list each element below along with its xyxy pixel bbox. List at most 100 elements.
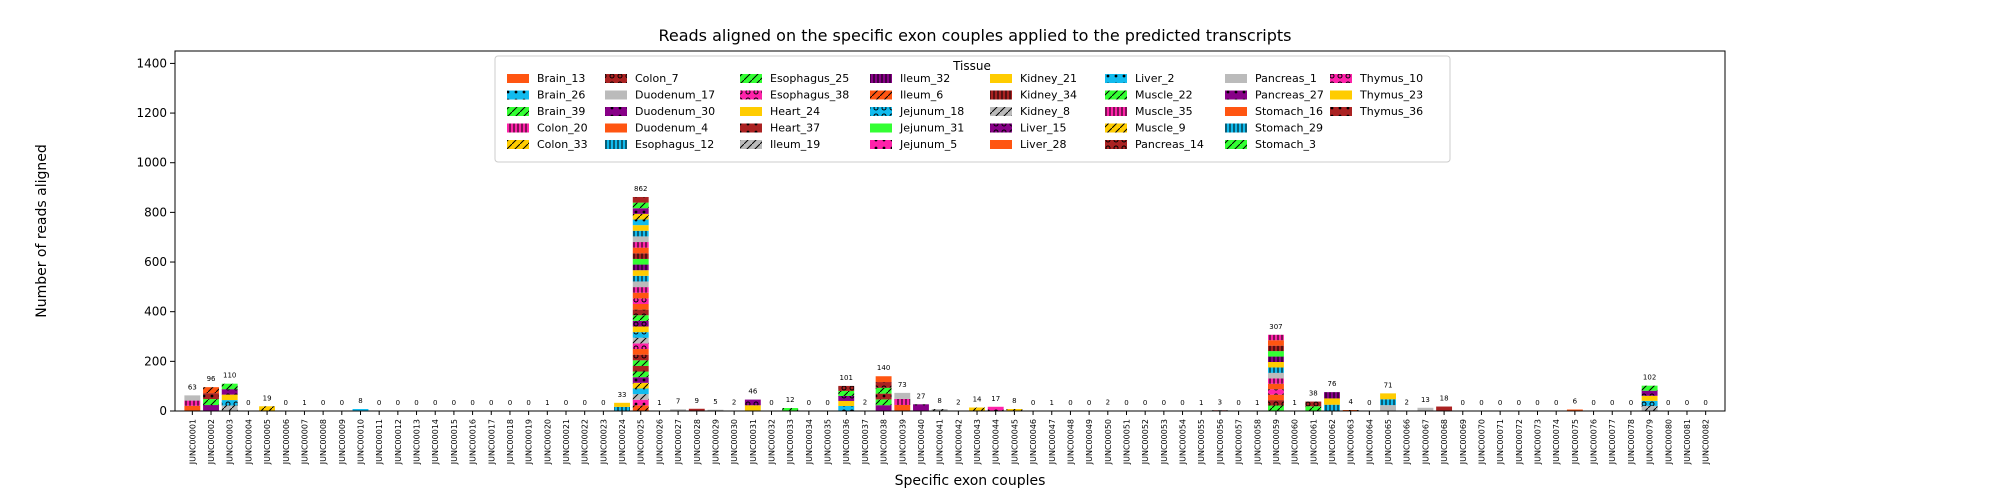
data-label: 0 [1124, 399, 1128, 407]
data-label: 2 [732, 399, 736, 407]
legend-item: Muscle_9 [1105, 122, 1186, 135]
legend-label: Colon_33 [537, 138, 588, 151]
legend-item: Esophagus_38 [740, 89, 849, 102]
bars-group [184, 196, 1658, 412]
legend-item: Brain_13 [507, 72, 585, 85]
legend-swatch [990, 107, 1012, 116]
x-tick-label: JUNC00037 [861, 419, 870, 465]
bar-segment [632, 230, 649, 237]
x-tick-label: JUNC00071 [1496, 419, 1505, 465]
data-label: 0 [246, 399, 250, 407]
legend-item: Stomach_29 [1225, 122, 1323, 135]
legend-item: Colon_20 [507, 122, 588, 135]
legend-item: Muscle_22 [1105, 89, 1193, 102]
legend-item: Stomach_16 [1225, 105, 1323, 118]
legend-swatch [605, 90, 627, 100]
data-label: 0 [1180, 399, 1184, 407]
x-tick-label: JUNC00056 [1216, 419, 1225, 465]
x-tick-label: JUNC00075 [1571, 419, 1580, 465]
data-label: 19 [263, 394, 272, 402]
x-tick-label: JUNC00022 [581, 419, 590, 465]
data-label: 0 [1479, 399, 1483, 407]
x-tick-label: JUNC00076 [1590, 419, 1599, 465]
x-tick-label: JUNC00026 [655, 419, 664, 465]
legend-label: Duodenum_17 [635, 89, 715, 102]
data-label: 0 [414, 399, 418, 407]
bar-segment [1268, 334, 1284, 341]
bar-segment [670, 409, 687, 411]
legend-item: Thymus_36 [1330, 105, 1423, 118]
x-tick-label: JUNC00004 [244, 419, 253, 465]
legend-item: Duodenum_17 [605, 89, 715, 102]
legend-swatch [870, 140, 892, 149]
bar-segment [632, 202, 649, 209]
bar-segment [632, 360, 649, 366]
legend-swatch [1330, 90, 1352, 100]
bar-segment [838, 400, 855, 406]
bar-segment [1006, 409, 1023, 411]
data-label: 101 [840, 374, 853, 382]
bar-segment [1436, 406, 1453, 411]
bar-segment [203, 393, 219, 400]
x-tick-label: JUNC00062 [1328, 419, 1337, 465]
data-label: 7 [676, 397, 680, 405]
data-label: 2 [863, 399, 867, 407]
data-label: 8 [1012, 397, 1016, 405]
legend-item: Colon_33 [507, 138, 588, 151]
legend-swatch [990, 74, 1012, 83]
data-label: 110 [223, 372, 236, 380]
data-label: 33 [618, 391, 627, 399]
bar-segment [894, 398, 911, 405]
legend-item: Duodenum_4 [605, 122, 708, 135]
x-tick-label: JUNC00046 [1029, 419, 1038, 465]
legend-label: Jejunum_31 [899, 122, 964, 135]
data-label: 0 [769, 399, 773, 407]
x-tick-label: JUNC00079 [1646, 419, 1655, 465]
legend-swatch [605, 107, 627, 116]
legend-swatch [1105, 123, 1127, 133]
bar-segment [632, 196, 649, 203]
bar-segment [632, 332, 649, 338]
legend-swatch [740, 123, 762, 133]
data-label: 0 [377, 399, 381, 407]
bar-segment [221, 389, 238, 395]
bar-segment [838, 390, 855, 396]
legend-label: Brain_13 [537, 72, 585, 85]
bar-segment [894, 404, 911, 411]
legend-swatch [740, 140, 762, 149]
data-label: 71 [1384, 381, 1393, 389]
data-label: 307 [1269, 323, 1282, 331]
data-label: 0 [1162, 399, 1166, 407]
legend-item: Esophagus_12 [605, 138, 714, 151]
data-label: 0 [582, 399, 586, 407]
x-tick-label: JUNC00039 [898, 419, 907, 465]
legend-swatch [740, 74, 762, 83]
data-label: 0 [1703, 399, 1707, 407]
bar-segment [1268, 372, 1284, 379]
bar-segment [614, 402, 630, 407]
legend-label: Stomach_3 [1255, 138, 1316, 151]
legend-label: Ileum_19 [770, 138, 820, 151]
x-tick-label: JUNC00023 [599, 419, 608, 465]
x-tick-label: JUNC00047 [1048, 419, 1057, 465]
legend-swatch [605, 74, 627, 83]
data-label: 1 [1050, 399, 1054, 407]
x-tick-label: JUNC00044 [992, 419, 1001, 465]
x-tick-label: JUNC00072 [1515, 419, 1524, 465]
bar-segment [632, 298, 649, 304]
legend-swatch [1330, 74, 1352, 83]
data-label: 0 [489, 399, 493, 407]
y-tick-label: 0 [159, 404, 167, 418]
x-tick-label: JUNC00078 [1627, 419, 1636, 465]
data-label: 0 [1629, 399, 1633, 407]
legend-swatch [507, 140, 529, 149]
bar-segment [632, 281, 649, 288]
x-tick-label: JUNC00042 [954, 419, 963, 465]
legend-label: Stomach_29 [1255, 122, 1323, 135]
bar-segment [707, 409, 724, 411]
plot-frame [174, 50, 1726, 412]
legend-frame [494, 55, 1451, 163]
x-tick-label: JUNC00028 [693, 419, 702, 465]
y-tick-label: 1200 [136, 106, 167, 120]
x-tick-label: JUNC00041 [936, 419, 945, 465]
